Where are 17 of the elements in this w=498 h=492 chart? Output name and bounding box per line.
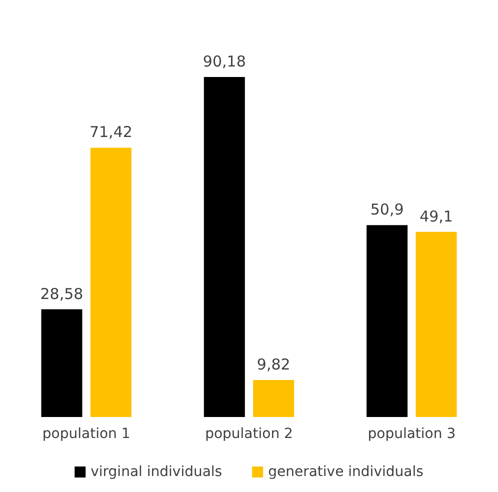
- data-label: 49,1: [420, 207, 453, 226]
- legend-label: virginal individuals: [90, 464, 222, 480]
- x-tick-label: population 3: [368, 426, 456, 442]
- bar: [204, 77, 245, 417]
- bar: [416, 232, 457, 417]
- data-label: 90,18: [202, 52, 246, 71]
- legend-label: generative individuals: [268, 464, 424, 480]
- data-label: 50,9: [370, 200, 404, 219]
- bar: [90, 148, 132, 417]
- bar: [41, 309, 82, 417]
- x-tick-label: population 2: [205, 426, 293, 442]
- bar: [366, 225, 408, 417]
- bar: [253, 380, 294, 417]
- x-tick-label: population 1: [42, 426, 130, 442]
- data-label: 28,58: [40, 284, 84, 303]
- data-label: 71,42: [89, 123, 132, 142]
- data-label: 9,82: [256, 355, 290, 374]
